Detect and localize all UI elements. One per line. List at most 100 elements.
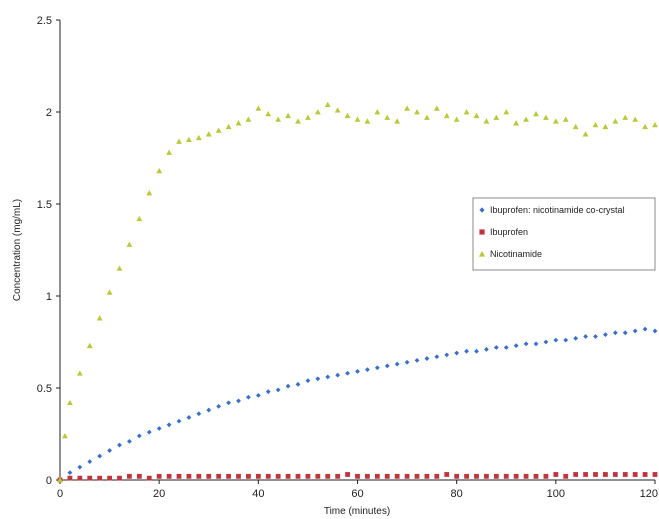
data-point	[444, 352, 450, 358]
y-tick-label: 1.5	[37, 199, 52, 211]
x-axis-title: Time (minutes)	[324, 506, 390, 517]
data-point	[136, 433, 142, 439]
data-point	[523, 473, 529, 479]
data-point	[77, 475, 83, 481]
data-point	[305, 378, 311, 384]
data-point	[186, 473, 192, 479]
data-point	[394, 118, 401, 124]
data-point	[166, 473, 172, 479]
data-point	[255, 392, 261, 398]
data-point	[652, 121, 658, 128]
data-point	[493, 473, 499, 479]
data-point	[642, 472, 648, 477]
data-point	[265, 110, 272, 117]
data-point	[513, 343, 519, 349]
data-point	[424, 356, 430, 361]
data-point	[235, 120, 242, 126]
x-tick-label: 100	[547, 488, 565, 500]
data-point	[513, 473, 519, 479]
data-point	[146, 190, 153, 196]
data-point	[553, 472, 559, 477]
data-point	[503, 473, 509, 479]
data-point	[67, 399, 73, 406]
data-point	[652, 328, 658, 334]
y-tick-label: 0.5	[37, 383, 52, 395]
data-point	[354, 116, 361, 122]
data-point	[434, 354, 440, 360]
data-point	[216, 404, 222, 409]
data-point	[295, 473, 301, 479]
data-point	[543, 473, 549, 479]
data-point	[67, 475, 73, 481]
data-point	[86, 342, 93, 349]
data-point	[245, 116, 252, 122]
data-point	[255, 105, 262, 111]
data-point	[196, 473, 202, 479]
data-point	[107, 448, 112, 453]
data-point	[374, 109, 381, 115]
data-point	[176, 138, 182, 144]
data-point	[87, 475, 93, 481]
data-point	[433, 105, 440, 111]
legend-label: Nicotinamide	[490, 249, 542, 259]
data-point	[632, 328, 638, 334]
data-point	[483, 118, 490, 124]
data-point	[603, 332, 608, 338]
data-point	[186, 136, 192, 142]
series-layer	[57, 101, 658, 483]
data-point	[186, 415, 192, 420]
data-point	[563, 337, 569, 343]
data-point	[464, 473, 469, 479]
x-tick-label: 0	[57, 488, 63, 500]
data-point	[206, 407, 212, 413]
data-point	[246, 473, 251, 479]
data-point	[384, 473, 390, 479]
data-point	[563, 473, 569, 479]
data-point	[344, 112, 351, 119]
data-point	[474, 473, 479, 479]
x-ticks: 0 20 40 60 80 100 120	[57, 480, 658, 500]
y-tick-label: 2	[46, 107, 52, 119]
data-point	[474, 348, 479, 354]
data-point	[77, 464, 83, 470]
data-point	[226, 400, 231, 406]
data-point	[533, 110, 539, 117]
data-point	[136, 215, 143, 222]
data-point	[57, 477, 63, 483]
data-point	[97, 475, 103, 481]
data-point	[246, 394, 251, 400]
x-tick-label: 60	[351, 488, 363, 500]
data-point	[632, 116, 639, 122]
data-point	[285, 112, 291, 119]
data-point	[87, 459, 93, 464]
data-point	[552, 118, 559, 124]
data-point	[255, 473, 261, 479]
data-point	[414, 109, 420, 115]
y-tick-label: 0	[46, 475, 52, 487]
data-point	[632, 472, 638, 477]
data-point	[335, 473, 341, 479]
data-point	[156, 473, 162, 479]
data-point	[166, 149, 172, 155]
data-point	[216, 473, 222, 479]
data-point	[414, 473, 420, 479]
data-point	[215, 127, 222, 133]
x-tick-label: 80	[451, 488, 463, 500]
data-point	[364, 118, 371, 124]
data-point	[573, 335, 579, 341]
data-point	[136, 473, 142, 479]
data-point	[236, 398, 241, 404]
data-point	[117, 475, 122, 481]
data-point	[533, 341, 539, 347]
data-point	[414, 358, 420, 363]
data-point	[275, 387, 281, 393]
data-point	[345, 472, 350, 477]
legend-marker	[478, 250, 486, 257]
data-point	[503, 345, 509, 350]
data-point	[583, 472, 588, 477]
data-point	[225, 123, 232, 130]
legend-label: Ibuprofen	[490, 227, 528, 237]
data-point	[553, 337, 559, 343]
series-ibuprofen-nicotinamide-co-crystal	[57, 326, 658, 483]
